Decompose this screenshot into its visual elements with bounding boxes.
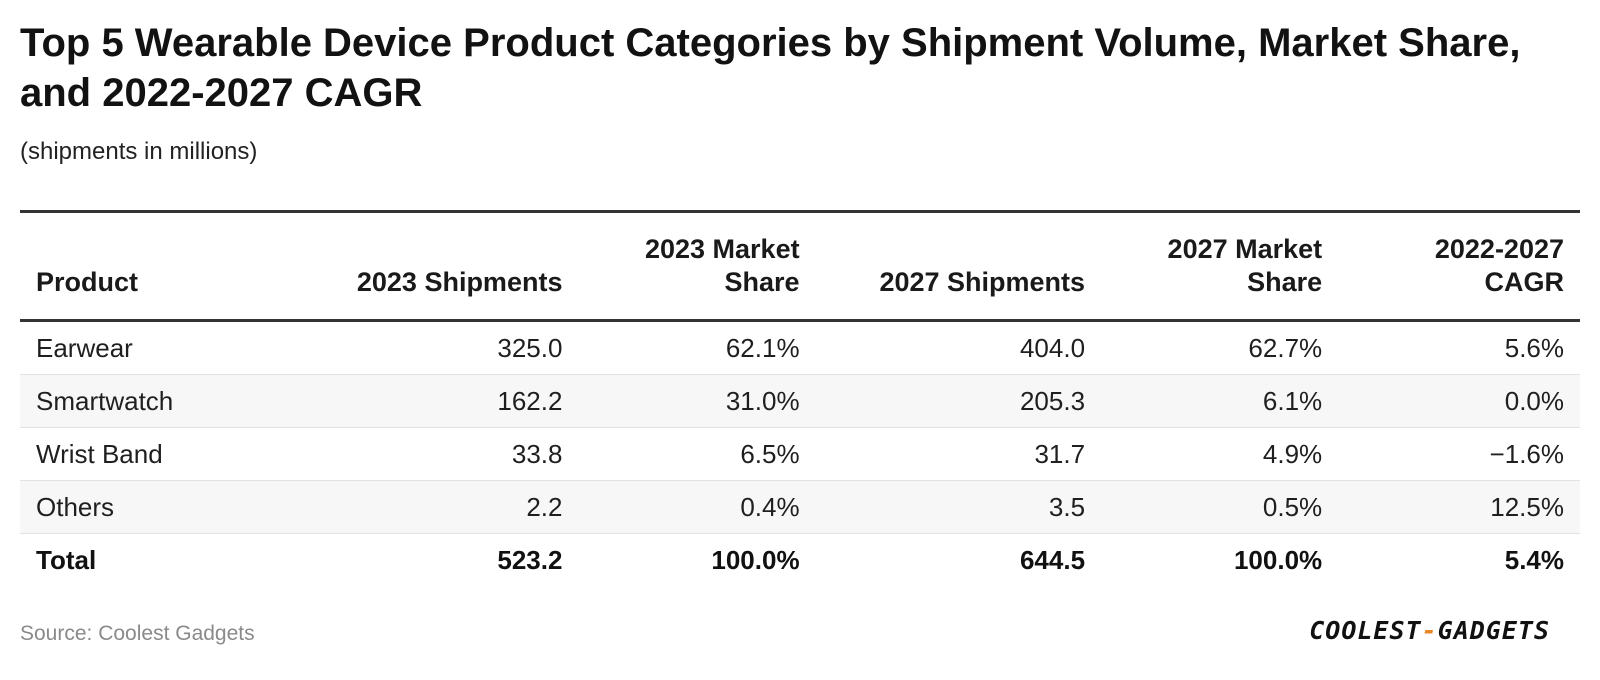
- cell-cagr: 0.0%: [1338, 374, 1580, 428]
- total-row: Total 523.2 100.0% 644.5 100.0% 5.4%: [20, 534, 1580, 587]
- table-row: Earwear 325.0 62.1% 404.0 62.7% 5.6%: [20, 320, 1580, 375]
- cell-2023-shipments: 33.8: [254, 427, 579, 481]
- header-product: Product: [20, 213, 254, 322]
- header-2023-shipments: 2023 Shipments: [254, 213, 579, 322]
- header-cagr: 2022-2027 CAGR: [1338, 213, 1580, 322]
- logo-text-left: COOLEST: [1309, 616, 1422, 645]
- cell-total-cagr: 5.4%: [1504, 544, 1564, 575]
- cell-product: Others: [20, 480, 254, 534]
- cell-2023-market-share: 62.1%: [578, 320, 816, 375]
- chart-title: Top 5 Wearable Device Product Categories…: [20, 21, 1521, 115]
- data-table: Product 2023 Shipments 2023 Market Share…: [20, 213, 1580, 586]
- cell-2023-market-share: 6.5%: [578, 427, 816, 481]
- header-row: Product 2023 Shipments 2023 Market Share…: [20, 213, 1580, 322]
- cell-total-2027-market-share: 100.0%: [1233, 544, 1323, 575]
- table-row: Others 2.2 0.4% 3.5 0.5% 12.5%: [20, 480, 1580, 534]
- table-row: Smartwatch 162.2 31.0% 205.3 6.1% 0.0%: [20, 374, 1580, 428]
- logo-text-right: GADGETS: [1437, 616, 1550, 645]
- cell-2027-shipments: 31.7: [815, 427, 1102, 481]
- cell-cagr: 12.5%: [1338, 480, 1580, 534]
- cell-2023-shipments: 162.2: [254, 374, 579, 428]
- cell-2027-shipments: 3.5: [815, 480, 1102, 534]
- cell-2027-shipments: 205.3: [815, 374, 1102, 428]
- cell-total-label: Total: [36, 544, 97, 575]
- cell-total-2023-market-share: 100.0%: [711, 544, 800, 575]
- coolest-gadgets-logo: COOLEST-GADGETS: [1309, 616, 1550, 645]
- cell-product: Wrist Band: [20, 427, 254, 481]
- cell-product: Smartwatch: [20, 374, 254, 428]
- cell-2023-shipments: 325.0: [254, 320, 579, 375]
- source-note: Source: Coolest Gadgets: [20, 622, 255, 645]
- cell-2027-shipments: 404.0: [815, 320, 1102, 375]
- cell-total-2023-shipments: 523.2: [497, 544, 563, 575]
- cell-product: Earwear: [20, 320, 254, 375]
- logo-dash: -: [1421, 616, 1438, 645]
- cell-cagr: −1.6%: [1338, 427, 1580, 481]
- chart-subtitle: (shipments in millions): [20, 138, 258, 165]
- data-table-container: Product 2023 Shipments 2023 Market Share…: [20, 210, 1580, 586]
- cell-2023-shipments: 2.2: [254, 480, 579, 534]
- cell-cagr: 5.6%: [1338, 320, 1580, 375]
- cell-2023-market-share: 0.4%: [578, 480, 816, 534]
- header-2027-market-share: 2027 Market Share: [1101, 213, 1339, 322]
- cell-2023-market-share: 31.0%: [578, 374, 816, 428]
- cell-2027-market-share: 4.9%: [1101, 427, 1339, 481]
- cell-2027-market-share: 6.1%: [1101, 374, 1339, 428]
- header-2027-shipments: 2027 Shipments: [815, 213, 1102, 322]
- cell-2027-market-share: 62.7%: [1101, 320, 1339, 375]
- table-row: Wrist Band 33.8 6.5% 31.7 4.9% −1.6%: [20, 427, 1580, 481]
- header-2023-market-share: 2023 Market Share: [578, 213, 816, 322]
- cell-2027-market-share: 0.5%: [1101, 480, 1339, 534]
- cell-total-2027-shipments: 644.5: [1019, 544, 1086, 575]
